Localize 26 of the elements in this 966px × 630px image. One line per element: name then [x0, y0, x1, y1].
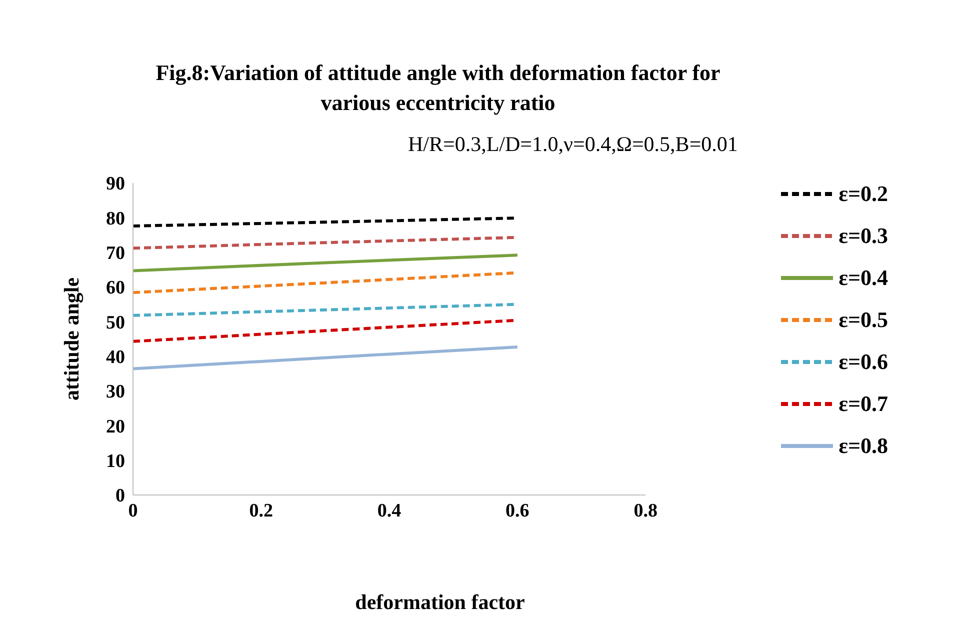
- x-tick-label: 0.4: [377, 500, 402, 522]
- legend-label: ε=0.5: [838, 307, 888, 333]
- y-tick-label: 40: [106, 347, 125, 368]
- y-tick-label: 60: [106, 278, 125, 299]
- y-tick-label: 30: [106, 382, 125, 403]
- legend-label: ε=0.8: [838, 433, 888, 459]
- y-tick-label: 20: [106, 416, 125, 438]
- x-axis-title: deformation factor: [354, 590, 526, 615]
- x-tick-label: 0.6: [506, 500, 530, 522]
- x-tick-label: 0.2: [249, 500, 274, 522]
- chart-title: Fig.8:Variation of attitude angle with deformation factor for various eccentricity ratio: [154, 59, 722, 117]
- legend-label: ε=0.7: [838, 391, 888, 417]
- y-tick-label: 90: [106, 174, 125, 195]
- y-tick-label: 80: [106, 208, 125, 230]
- y-tick-label: 50: [106, 312, 125, 334]
- legend-label: ε=0.4: [838, 265, 888, 291]
- y-tick-label: 70: [106, 243, 125, 264]
- chart-subtitle: H/R=0.3,L/D=1.0,ν=0.4,Ω=0.5,B=0.01: [408, 132, 738, 157]
- y-axis-title: attitude angle: [59, 277, 84, 401]
- y-tick-label: 10: [106, 451, 125, 472]
- legend-label: ε=0.3: [838, 223, 888, 249]
- y-tick-label: 0: [116, 486, 125, 507]
- x-tick-label: 0.8: [634, 500, 658, 522]
- legend-label: ε=0.2: [838, 181, 888, 207]
- legend-label: ε=0.6: [838, 349, 888, 375]
- x-tick-label: 0: [128, 500, 138, 522]
